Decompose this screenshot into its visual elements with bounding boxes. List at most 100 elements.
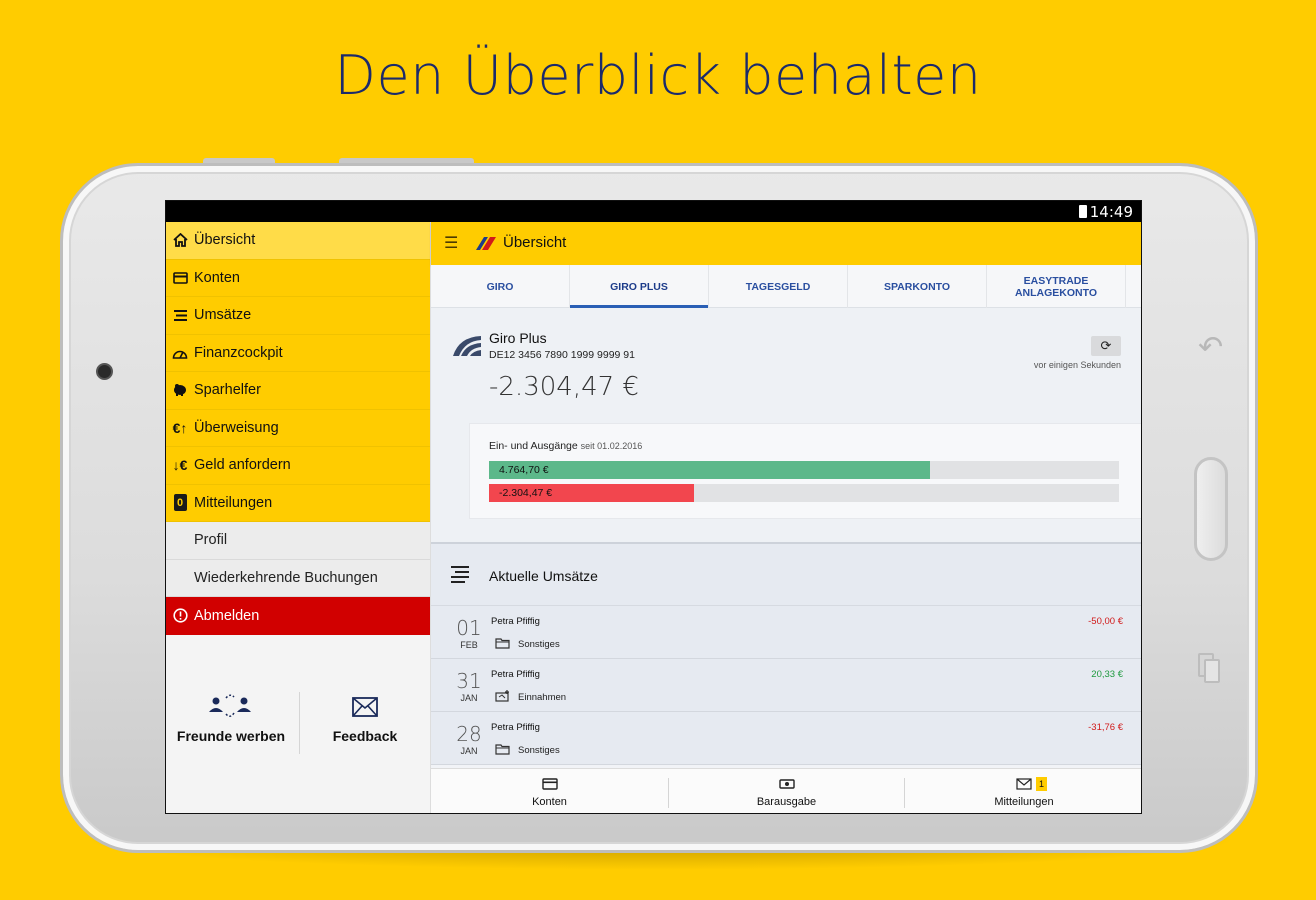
folder-icon <box>495 638 510 649</box>
message-count-icon: 0 <box>172 494 188 511</box>
tx-name: Petra Pfiffig <box>491 616 540 627</box>
home-icon <box>172 232 188 248</box>
nav-item-umsaetze[interactable]: Umsätze <box>166 297 430 335</box>
list-icon <box>172 307 188 323</box>
nav-item-wiederkehrende-buchungen[interactable]: Wiederkehrende Buchungen <box>166 559 430 597</box>
euro-transfer-icon: €↑ <box>172 419 188 436</box>
piggy-bank-icon <box>172 382 188 398</box>
table-row[interactable]: 31 JAN Petra Pfiffig Einnahmen 20,33 € <box>431 659 1141 712</box>
nav-item-label: Abmelden <box>194 607 260 624</box>
nav-item-label: Überweisung <box>194 419 279 436</box>
feedback-button[interactable]: Feedback <box>300 692 430 782</box>
account-name: Giro Plus <box>489 330 547 346</box>
account-tabs: GIRO GIRO PLUS TAGESGELD SPARKONTO EASYT… <box>431 265 1141 308</box>
tx-name: Petra Pfiffig <box>491 669 540 680</box>
refer-friends-icon <box>209 694 251 717</box>
income-bar-fill: 4.764,70 € <box>489 461 930 479</box>
feedback-label: Feedback <box>332 728 398 744</box>
flow-since: seit 01.02.2016 <box>580 441 643 451</box>
nav-item-uebersicht[interactable]: Übersicht <box>166 222 430 260</box>
volume-button <box>203 158 275 164</box>
cash-icon <box>778 779 795 789</box>
income-expense-panel: Ein- und Ausgänge seit 01.02.2016 4.764,… <box>469 423 1141 519</box>
refresh-icon: ⟳ <box>1100 338 1112 353</box>
expense-bar: -2.304,47 € <box>489 484 1119 502</box>
account-iban: DE12 3456 7890 1999 9999 91 <box>489 349 635 361</box>
card-icon <box>172 270 188 286</box>
tab-sparkonto[interactable]: SPARKONTO <box>848 265 987 308</box>
refer-friends-button[interactable]: Freunde werben <box>166 692 296 782</box>
nav-item-finanzcockpit[interactable]: Finanzcockpit <box>166 334 430 372</box>
nav-item-label: Mitteilungen <box>194 494 273 511</box>
menu-icon[interactable]: ☰ <box>444 235 459 252</box>
headline: Den Überblick behalten <box>334 44 982 107</box>
back-icon[interactable]: ↶ <box>1198 330 1224 365</box>
nav-item-label: Umsätze <box>194 307 252 324</box>
card-icon <box>541 778 558 790</box>
nav-item-mitteilungen[interactable]: 0 Mitteilungen <box>166 484 430 522</box>
home-button[interactable] <box>1194 457 1228 561</box>
message-count-badge: 0 <box>173 494 187 511</box>
tx-category: Einnahmen <box>518 692 567 703</box>
divider <box>668 778 669 808</box>
bottom-nav-label: Barausgabe <box>756 796 817 808</box>
tx-day: 28 <box>456 722 482 746</box>
alert-icon <box>172 607 188 623</box>
nav-item-geld-anfordern[interactable]: ↓€ Geld anfordern <box>166 447 430 485</box>
page-title: Übersicht <box>503 234 567 251</box>
transactions-header[interactable]: Aktuelle Umsätze <box>431 542 1141 606</box>
bottom-nav-barausgabe[interactable]: Barausgabe <box>669 769 904 813</box>
bottom-nav-konten[interactable]: Konten <box>431 769 668 813</box>
bank-logo-icon <box>476 237 496 250</box>
refresh-button[interactable]: ⟳ <box>1091 336 1121 356</box>
footer-divider <box>299 692 300 754</box>
expense-amount: -2.304,47 € <box>499 487 553 499</box>
tx-amount: -50,00 € <box>1088 616 1123 627</box>
transactions-title: Aktuelle Umsätze <box>489 568 598 584</box>
envelope-icon <box>1016 778 1032 790</box>
bottom-nav-mitteilungen[interactable]: 1 Mitteilungen <box>905 769 1141 813</box>
transactions-list-icon <box>451 566 469 584</box>
nav-item-sparhelfer[interactable]: Sparhelfer <box>166 372 430 410</box>
camera-icon <box>96 363 113 380</box>
nav-item-label: Geld anfordern <box>194 457 291 474</box>
battery-icon <box>1079 205 1087 218</box>
bottom-nav-label: Konten <box>532 796 567 808</box>
bottom-nav-label: Mitteilungen <box>994 796 1054 808</box>
nav-item-ueberweisung[interactable]: €↑ Überweisung <box>166 409 430 447</box>
status-bar: 14:49 <box>166 201 1141 222</box>
main-content: ☰ Übersicht GIRO GIRO PLUS TAGESGELD SPA… <box>431 222 1141 813</box>
refer-friends-label: Freunde werben <box>176 728 286 744</box>
bottom-navigation: Konten Barausgabe 1 Mitteilungen <box>431 768 1141 813</box>
tab-giro[interactable]: GIRO <box>431 265 570 308</box>
tx-name: Petra Pfiffig <box>491 722 540 733</box>
tx-day: 01 <box>456 616 482 640</box>
tx-month: JAN <box>460 746 478 756</box>
clock: 14:49 <box>1089 203 1133 221</box>
income-icon <box>495 690 509 702</box>
navigation-drawer: Übersicht Konten Umsätze Finanzcockpit S… <box>166 222 431 813</box>
tab-tagesgeld[interactable]: TAGESGELD <box>709 265 848 308</box>
drawer-footer: Freunde werben Feedback <box>166 692 431 782</box>
tx-month: FEB <box>460 640 478 650</box>
recent-apps-icon[interactable] <box>1198 653 1222 685</box>
nav-item-label: Übersicht <box>194 232 256 249</box>
tx-month: JAN <box>460 693 478 703</box>
divider <box>904 778 905 808</box>
nav-item-konten[interactable]: Konten <box>166 259 430 297</box>
tab-easytrade[interactable]: EASYTRADE ANLAGEKONTO <box>987 265 1126 308</box>
table-row[interactable]: 01 FEB Petra Pfiffig Sonstiges -50,00 € <box>431 606 1141 659</box>
tab-giro-plus[interactable]: GIRO PLUS <box>570 265 709 308</box>
expense-bar-fill: -2.304,47 € <box>489 484 694 502</box>
message-badge: 1 <box>1036 777 1047 791</box>
logout-button[interactable]: Abmelden <box>166 597 430 635</box>
income-amount: 4.764,70 € <box>499 464 549 476</box>
tx-category: Sonstiges <box>518 745 560 756</box>
nav-item-profil[interactable]: Profil <box>166 522 430 560</box>
account-card: Giro Plus DE12 3456 7890 1999 9999 91 -2… <box>431 308 1141 542</box>
tx-amount: 20,33 € <box>1091 669 1123 680</box>
nav-item-label: Sparhelfer <box>194 382 261 399</box>
table-row[interactable]: 28 JAN Petra Pfiffig Sonstiges -31,76 € <box>431 712 1141 765</box>
nav-item-label: Wiederkehrende Buchungen <box>194 569 378 586</box>
tx-day: 31 <box>456 669 482 693</box>
